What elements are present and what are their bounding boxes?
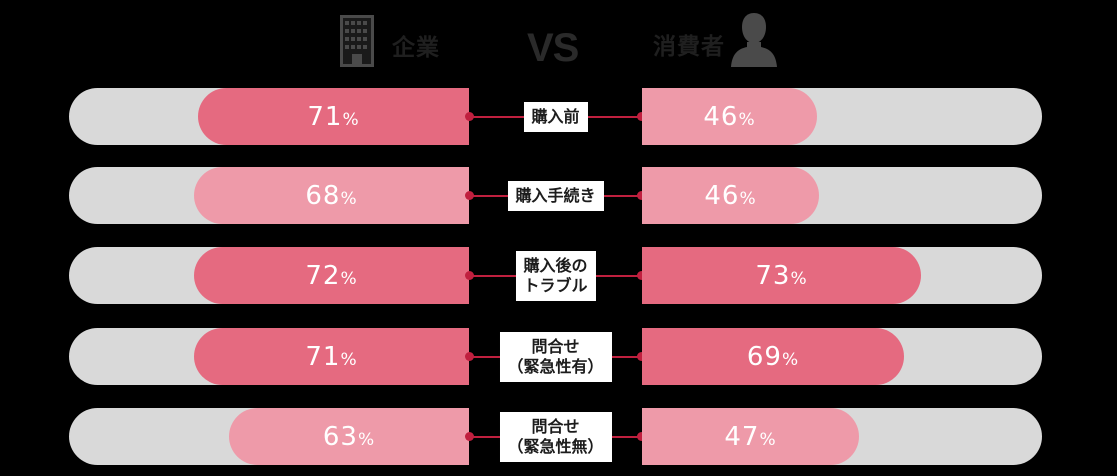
company-value: 63% — [322, 421, 376, 452]
category-label: 問合せ （緊急性有） — [499, 332, 612, 382]
company-bar: 68% — [194, 167, 469, 224]
consumer-bar: 73% — [642, 247, 921, 304]
connector-dot-right — [637, 352, 646, 361]
consumer-bar: 69% — [642, 328, 904, 385]
connector-dot-left — [465, 271, 474, 280]
company-track: 72% — [69, 247, 469, 304]
person-icon — [731, 13, 777, 67]
consumer-value: 47% — [724, 421, 777, 452]
consumer-track: 69% — [642, 328, 1042, 385]
connector-dot-left — [465, 352, 474, 361]
company-track: 68% — [69, 167, 469, 224]
comparison-row: 71% 46% 購入前 — [0, 88, 1117, 145]
connector-dot-right — [637, 191, 646, 200]
category-label: 問合せ （緊急性無） — [499, 412, 612, 462]
comparison-row: 68% 46% 購入手続き — [0, 167, 1117, 224]
company-bar: 71% — [194, 328, 469, 385]
company-bar: 71% — [198, 88, 469, 145]
vs-label: VS — [527, 26, 579, 70]
company-track: 63% — [69, 408, 469, 465]
category-label: 購入手続き — [507, 181, 604, 211]
comparison-row: 72% 73% 購入後の トラブル — [0, 247, 1117, 304]
consumer-value: 46% — [704, 180, 757, 211]
company-bar: 72% — [194, 247, 469, 304]
connector-dot-left — [465, 112, 474, 121]
company-value: 68% — [305, 180, 358, 211]
company-value: 72% — [305, 260, 358, 291]
company-bar: 63% — [229, 408, 469, 465]
comparison-row: 63% 47% 問合せ （緊急性無） — [0, 408, 1117, 465]
comparison-row: 71% 69% 問合せ （緊急性有） — [0, 328, 1117, 385]
connector-dot-right — [637, 271, 646, 280]
company-label: 企業 — [392, 35, 440, 61]
consumer-header: 消費者 — [653, 0, 777, 80]
consumer-value: 46% — [703, 101, 756, 132]
connector-dot-right — [637, 112, 646, 121]
consumer-track: 73% — [642, 247, 1042, 304]
company-value: 71% — [305, 341, 358, 372]
company-header: 企業 — [340, 0, 440, 80]
consumer-track: 46% — [642, 88, 1042, 145]
consumer-bar: 46% — [642, 167, 819, 224]
connector-dot-right — [637, 432, 646, 441]
category-label: 購入前 — [523, 102, 588, 132]
consumer-value: 69% — [746, 341, 800, 372]
connector-dot-left — [465, 432, 474, 441]
consumer-track: 47% — [642, 408, 1042, 465]
company-value: 71% — [307, 101, 360, 132]
consumer-bar: 47% — [642, 408, 859, 465]
category-label: 購入後の トラブル — [515, 251, 596, 301]
consumer-label: 消費者 — [653, 34, 725, 60]
consumer-bar: 46% — [642, 88, 817, 145]
consumer-value: 73% — [755, 260, 808, 291]
connector-dot-left — [465, 191, 474, 200]
building-icon — [340, 15, 374, 67]
company-track: 71% — [69, 328, 469, 385]
company-track: 71% — [69, 88, 469, 145]
consumer-track: 46% — [642, 167, 1042, 224]
